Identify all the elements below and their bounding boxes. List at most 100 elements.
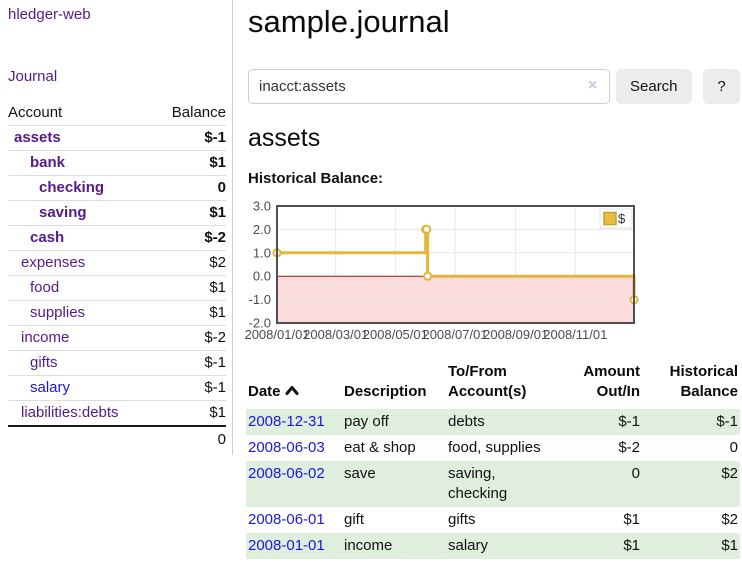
transaction-balance: $1 [721, 537, 738, 554]
register-row: 2008-12-31 pay off debts $-1 $-1 [246, 409, 740, 435]
sort-ascending-icon [285, 382, 299, 402]
register-row: 2008-06-02 save saving, checking 0 $2 [246, 461, 740, 507]
account-row: income $-2 [8, 325, 226, 351]
transaction-date-link[interactable]: 2008-06-03 [248, 439, 325, 456]
column-header-description[interactable]: Description [344, 383, 427, 400]
y-axis-tick-label: -2.0 [249, 316, 271, 331]
plot-border [276, 205, 635, 324]
account-link-liabilities-debts[interactable]: liabilities:debts [21, 404, 119, 421]
account-total-row: 0 [8, 425, 226, 453]
transaction-accounts: gifts [448, 511, 476, 528]
y-axis-tick-label: 3.0 [253, 199, 271, 214]
account-row: food $1 [8, 275, 226, 301]
transaction-date-link[interactable]: 2008-06-01 [248, 511, 325, 528]
account-link-checking[interactable]: checking [39, 179, 105, 196]
account-link-expenses[interactable]: expenses [21, 254, 86, 271]
account-row: checking 0 [8, 175, 226, 201]
transaction-description: save [344, 465, 376, 482]
x-axis-tick-label: 2008/05/01 [363, 327, 428, 342]
transaction-amount: $-1 [618, 413, 640, 430]
x-axis-tick-label: 2008/09/01 [483, 327, 548, 342]
transaction-amount: $1 [623, 537, 640, 554]
transaction-amount: $-2 [618, 439, 640, 456]
account-row: bank $1 [8, 150, 226, 176]
account-link-bank[interactable]: bank [30, 154, 66, 171]
account-link-food[interactable]: food [30, 279, 60, 296]
account-link-assets[interactable]: assets [14, 129, 61, 146]
column-header-amount-out-in[interactable]: Amount Out/In [583, 363, 640, 400]
x-axis-tick-label: 2008/03/01 [303, 327, 368, 342]
account-balance: 0 [154, 175, 226, 201]
register-table: Date Description To/From Account(s) Amount Ou… [246, 362, 740, 559]
transaction-balance: $2 [721, 511, 738, 528]
transaction-description: gift [344, 511, 365, 528]
account-link-salary[interactable]: salary [30, 379, 71, 396]
y-axis-tick-label: 0.0 [253, 269, 271, 284]
transaction-amount: 0 [631, 465, 640, 482]
account-balance: $1 [154, 150, 226, 176]
account-balance: $-1 [154, 375, 226, 401]
transaction-amount: $1 [623, 511, 640, 528]
x-axis-tick-label: 2008/11/01 [543, 327, 607, 342]
help-button[interactable]: ? [703, 69, 740, 104]
account-link-saving[interactable]: saving [39, 204, 87, 221]
account-row: expenses $2 [8, 250, 226, 276]
account-balance: $1 [154, 200, 226, 226]
sidebar: hledger-web Journal Account Balance asse… [0, 0, 233, 455]
transaction-accounts: debts [448, 413, 485, 430]
account-balance: $2 [154, 250, 226, 276]
account-balance: $-2 [154, 225, 226, 251]
account-tree: Account Balance assets $-1 bank $1 checking 0… [8, 100, 226, 453]
account-row: gifts $-1 [8, 350, 226, 376]
account-balance: $-1 [154, 125, 226, 151]
transaction-balance: $-1 [716, 413, 738, 430]
clear-search-icon[interactable]: × [588, 77, 598, 94]
total-balance: 0 [154, 425, 226, 453]
transaction-accounts: food, supplies [448, 439, 541, 456]
transaction-date-link[interactable]: 2008-06-02 [248, 465, 325, 482]
account-row: supplies $1 [8, 300, 226, 326]
y-axis-tick-label: -1.0 [249, 292, 271, 307]
transaction-accounts: saving, checking [448, 465, 508, 502]
data-point-marker [422, 224, 432, 234]
balance-column-header: Balance [154, 100, 226, 126]
transaction-date-link[interactable]: 2008-01-01 [248, 537, 325, 554]
page-title: sample.journal [248, 4, 450, 39]
x-axis-tick-label: 2008/01/01 [245, 327, 310, 342]
data-point-marker [423, 271, 433, 281]
register-row: 2008-06-03 eat & shop food, supplies $-2 0 [246, 435, 740, 461]
search-button[interactable]: Search [616, 69, 692, 104]
account-balance: $1 [209, 404, 226, 421]
sidebar-item-journal[interactable]: Journal [8, 68, 58, 85]
transaction-description: pay off [344, 413, 389, 430]
account-row: saving $1 [8, 200, 226, 226]
transaction-description: income [344, 537, 393, 554]
x-axis-tick-label: 2008/07/01 [422, 327, 487, 342]
search-input[interactable] [248, 69, 610, 104]
historical-balance-chart: 3.0 2.0 1.0 0.0 -1.0 -2.0 2008/01/01 2008/03/01… [244, 198, 742, 344]
account-row: cash $-2 [8, 225, 226, 251]
column-header-to-from-account-s-[interactable]: To/From Account(s) [448, 363, 527, 400]
column-header-historical-balance[interactable]: Historical Balance [669, 363, 738, 400]
legend-label: $ [618, 211, 626, 226]
account-link-gifts[interactable]: gifts [30, 354, 58, 371]
account-balance: $1 [154, 300, 226, 326]
account-row: assets $-1 [8, 125, 226, 151]
account-balance: $-2 [154, 325, 226, 351]
account-row: liabilities:debts $1 [8, 401, 226, 427]
account-column-header: Account [8, 100, 155, 126]
column-header-date[interactable]: Date [246, 362, 342, 409]
transaction-balance: 0 [729, 439, 738, 456]
register-row: 2008-01-01 income salary $1 $1 [246, 533, 740, 559]
transaction-date-link[interactable]: 2008-12-31 [248, 413, 325, 430]
account-balance: $1 [154, 275, 226, 301]
account-balance: $-1 [154, 350, 226, 376]
account-link-cash[interactable]: cash [30, 229, 65, 246]
chart-title: Historical Balance: [248, 170, 384, 187]
brand-link[interactable]: hledger-web [8, 6, 91, 23]
account-row: salary $-1 [8, 375, 226, 401]
account-link-income[interactable]: income [21, 329, 70, 346]
account-link-supplies[interactable]: supplies [30, 304, 86, 321]
transaction-description: eat & shop [344, 439, 416, 456]
y-axis-tick-label: 1.0 [253, 245, 271, 260]
